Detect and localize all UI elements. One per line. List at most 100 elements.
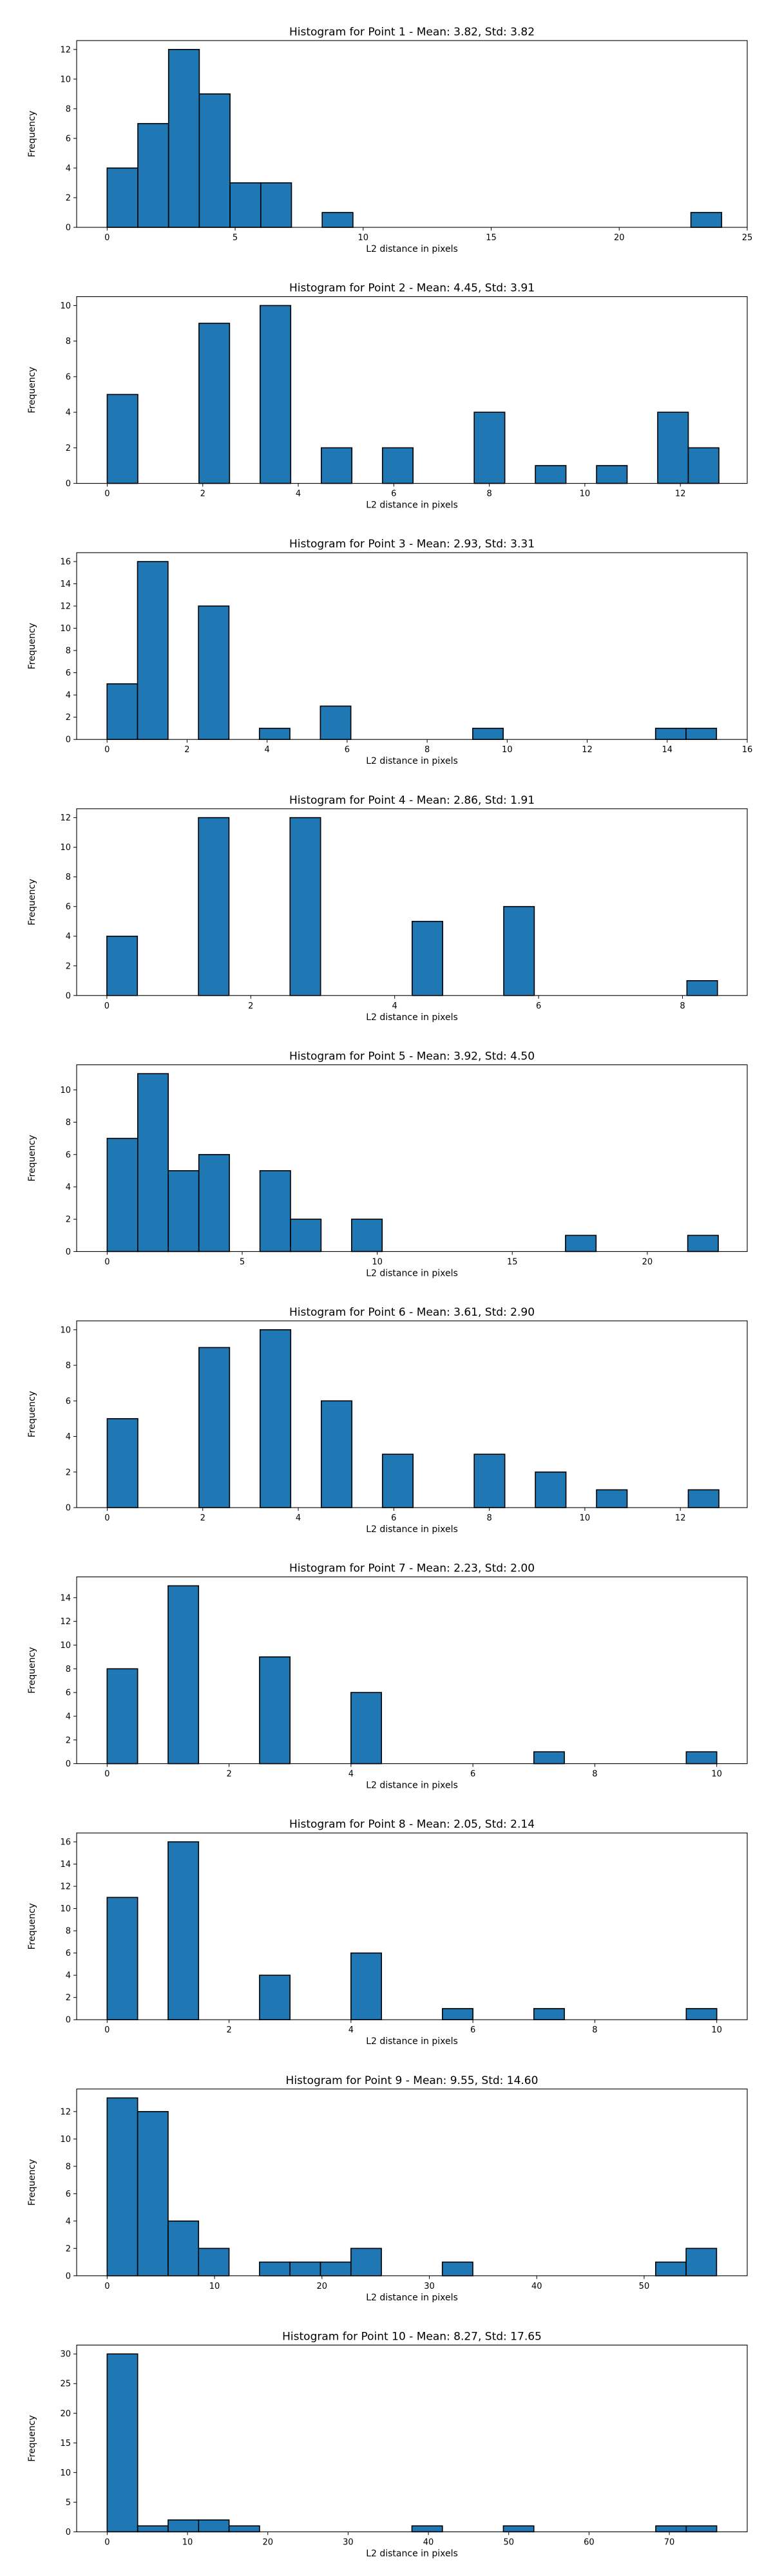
histogram-bar (655, 2525, 687, 2533)
histogram-bar (687, 1489, 720, 1508)
histogram-bar (137, 2111, 169, 2277)
y-tick-label: 2 (66, 444, 71, 453)
histogram-panel-9: Histogram for Point 9 - Mean: 9.55, Std:… (27, 2074, 748, 2303)
histogram-bar (686, 980, 718, 996)
x-tick-label: 12 (675, 1513, 686, 1523)
histogram-bar (442, 2008, 473, 2020)
x-tick-label: 6 (470, 2025, 475, 2035)
x-tick-label: 8 (425, 745, 430, 755)
histogram-bar (320, 1400, 353, 1508)
histogram-bar (167, 2519, 200, 2533)
y-tick-label: 16 (60, 558, 71, 567)
histogram-panel-3: Histogram for Point 3 - Mean: 2.93, Std:… (27, 538, 752, 766)
x-axis-label: L2 distance in pixels (366, 756, 458, 766)
histogram-bar (503, 905, 535, 996)
y-tick-label: 14 (60, 1860, 71, 1870)
histogram-bar (106, 1668, 138, 1765)
y-tick-label: 2 (66, 1736, 71, 1745)
y-axis-label: Frequency (27, 366, 37, 413)
y-tick-label: 12 (60, 1617, 71, 1627)
histogram-bar (167, 1585, 200, 1765)
plot-frame (76, 296, 748, 484)
y-tick-label: 4 (66, 932, 71, 942)
chart-title: Histogram for Point 7 - Mean: 2.23, Std:… (289, 1562, 535, 1575)
plot-frame (76, 2344, 748, 2532)
histogram-bar (690, 212, 723, 228)
y-tick-label: 8 (66, 1118, 71, 1128)
x-tick-label: 12 (582, 745, 593, 755)
histogram-bar (685, 2248, 718, 2277)
x-tick-label: 8 (680, 1001, 685, 1011)
histogram-bar (473, 1454, 506, 1508)
histogram-bar (137, 561, 169, 741)
y-tick-label: 8 (66, 873, 71, 882)
chart-title: Histogram for Point 1 - Mean: 3.82, Std:… (289, 26, 535, 39)
bars (106, 2353, 718, 2533)
y-tick-label: 8 (66, 1361, 71, 1371)
y-tick-label: 5 (66, 2498, 71, 2508)
histogram-bar (565, 1235, 597, 1253)
x-tick-label: 0 (104, 1770, 110, 1779)
bars (106, 1841, 718, 2021)
y-tick-label: 4 (66, 691, 71, 701)
y-tick-label: 4 (66, 1432, 71, 1442)
y-tick-label: 6 (66, 1949, 71, 1958)
histogram-bar (381, 1454, 414, 1508)
plot-frame (76, 1064, 748, 1252)
histogram-bar (596, 1489, 628, 1508)
x-axis-label: L2 distance in pixels (366, 2548, 458, 2559)
x-tick-label: 0 (104, 233, 110, 243)
histogram-bar (229, 182, 262, 228)
y-tick-label: 10 (60, 624, 71, 634)
histogram-bar (290, 1218, 322, 1253)
x-tick-label: 0 (104, 2537, 110, 2547)
histogram-bar (259, 1170, 291, 1253)
y-tick-label: 10 (60, 1086, 71, 1095)
x-tick-label: 5 (233, 233, 238, 243)
y-tick-label: 4 (66, 1182, 71, 1192)
x-tick-label: 0 (104, 745, 110, 755)
histogram-bar (106, 393, 138, 484)
x-tick-label: 4 (348, 1770, 354, 1779)
x-tick-label: 0 (104, 489, 110, 499)
x-tick-label: 4 (348, 2025, 354, 2035)
x-tick-label: 0 (104, 2282, 110, 2291)
x-tick-label: 6 (470, 1770, 475, 1779)
x-tick-label: 10 (372, 1257, 383, 1267)
y-tick-label: 10 (60, 1641, 71, 1651)
x-tick-label: 10 (182, 2537, 193, 2547)
y-tick-label: 0 (66, 1759, 71, 1769)
x-tick-label: 2 (226, 2025, 231, 2035)
y-tick-label: 10 (60, 843, 71, 853)
histogram-bar (260, 182, 292, 228)
y-tick-label: 10 (60, 2135, 71, 2145)
histogram-bar (198, 2519, 230, 2533)
chart-title: Histogram for Point 3 - Mean: 2.93, Std:… (289, 538, 535, 551)
x-tick-label: 10 (502, 745, 513, 755)
bars (106, 2097, 718, 2277)
y-axis-label: Frequency (27, 111, 37, 157)
y-tick-label: 10 (60, 1325, 71, 1335)
x-tick-label: 50 (503, 2537, 514, 2547)
histogram-bar (106, 683, 138, 741)
y-tick-label: 2 (66, 1468, 71, 1477)
x-tick-label: 8 (486, 1513, 491, 1523)
x-tick-label: 14 (662, 745, 673, 755)
histogram-panel-10: Histogram for Point 10 - Mean: 8.27, Std… (27, 2330, 748, 2559)
y-axis-label: Frequency (27, 1135, 37, 1181)
histogram-bar (198, 2248, 230, 2277)
plot-frame (76, 2088, 748, 2277)
histogram-bar (137, 123, 169, 228)
histogram-bar (685, 728, 718, 740)
y-tick-label: 6 (66, 668, 71, 678)
histogram-bar (289, 817, 321, 996)
y-tick-label: 6 (66, 134, 71, 144)
x-tick-label: 2 (200, 1513, 205, 1523)
chart-title: Histogram for Point 10 - Mean: 8.27, Std… (282, 2330, 542, 2343)
x-tick-label: 2 (184, 745, 189, 755)
histogram-bar (687, 1235, 719, 1253)
x-tick-label: 70 (664, 2537, 675, 2547)
bars (106, 1585, 718, 1765)
